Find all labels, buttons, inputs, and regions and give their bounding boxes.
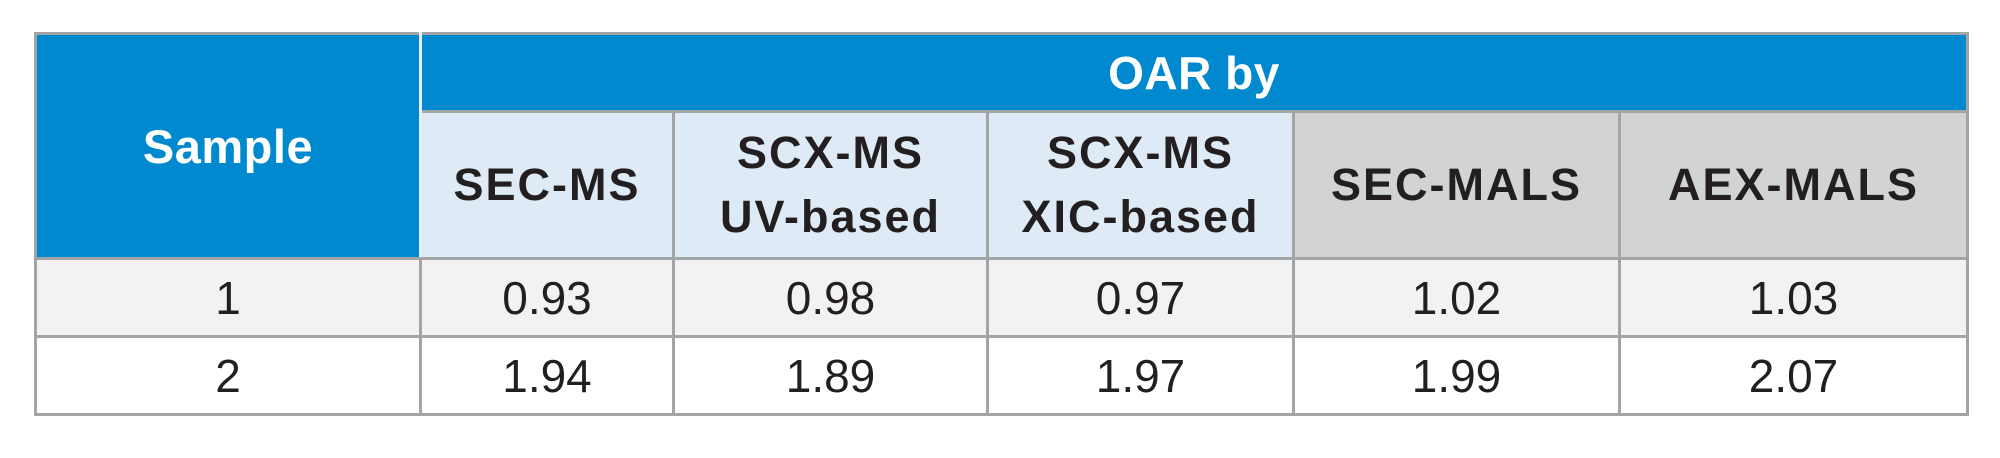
group-header-row: Sample OAR by (34, 32, 1969, 260)
value-cell-scx-ms-xic: 0.97 (986, 257, 1295, 338)
table-row: 2 1.94 1.89 1.97 1.99 2.07 (34, 335, 1969, 416)
column-header-scx-ms-uv: SCX-MS UV-based (672, 110, 989, 260)
value-cell-sec-ms: 0.93 (419, 257, 675, 338)
column-header-line1: SEC-MS (453, 159, 641, 210)
value-cell-sec-mals: 1.99 (1292, 335, 1621, 416)
column-header-line2: UV-based (719, 191, 942, 242)
value-cell-sec-ms: 1.94 (419, 335, 675, 416)
value-cell-scx-ms-uv: 1.89 (672, 335, 989, 416)
column-header-line1: SCX-MS (1046, 127, 1234, 178)
column-header-sec-mals: SEC-MALS (1292, 110, 1621, 260)
oar-by-group-header: OAR by (419, 32, 1969, 113)
value-cell-sec-mals: 1.02 (1292, 257, 1621, 338)
column-header-line1: AEX-MALS (1668, 159, 1919, 210)
value-cell-scx-ms-xic: 1.97 (986, 335, 1295, 416)
method-header-row: SEC-MS SCX-MS UV-based SCX-MS XIC-based … (36, 110, 1969, 260)
column-header-line2: XIC-based (1021, 191, 1260, 242)
value-cell-aex-mals: 2.07 (1618, 335, 1969, 416)
column-header-line1: SEC-MALS (1331, 159, 1582, 210)
oar-comparison-table: Sample OAR by SEC-MS SCX-MS UV-based SCX… (34, 32, 1969, 416)
column-header-line1: SCX-MS (736, 127, 924, 178)
column-header-scx-ms-xic: SCX-MS XIC-based (986, 110, 1295, 260)
column-header-aex-mals: AEX-MALS (1618, 110, 1969, 260)
column-header-sec-ms: SEC-MS (419, 110, 675, 260)
sample-column-header: Sample (34, 32, 422, 260)
sample-cell: 1 (34, 257, 422, 338)
table-row: 1 0.93 0.98 0.97 1.02 1.03 (34, 257, 1969, 338)
value-cell-aex-mals: 1.03 (1618, 257, 1969, 338)
value-cell-scx-ms-uv: 0.98 (672, 257, 989, 338)
sample-cell: 2 (34, 335, 422, 416)
